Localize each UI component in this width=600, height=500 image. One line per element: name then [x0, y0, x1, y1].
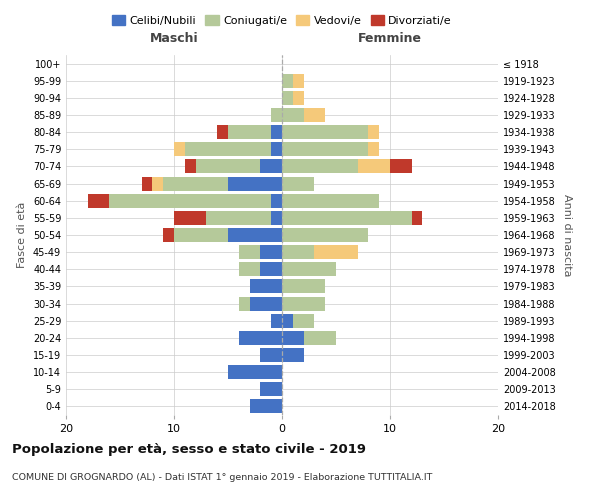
Bar — [239, 331, 282, 345]
Bar — [390, 160, 412, 173]
Bar — [271, 125, 282, 139]
Bar — [282, 314, 293, 328]
Bar — [271, 142, 282, 156]
Bar — [228, 228, 282, 242]
Bar — [260, 382, 282, 396]
Bar — [196, 160, 260, 173]
Bar — [282, 91, 293, 105]
Y-axis label: Fasce di età: Fasce di età — [17, 202, 27, 268]
Bar — [282, 280, 325, 293]
Bar — [282, 331, 304, 345]
Bar — [293, 91, 304, 105]
Bar — [174, 228, 228, 242]
Bar — [185, 142, 271, 156]
Bar — [228, 125, 271, 139]
Bar — [282, 142, 368, 156]
Bar — [282, 108, 304, 122]
Bar — [282, 348, 304, 362]
Text: Popolazione per età, sesso e stato civile - 2019: Popolazione per età, sesso e stato civil… — [12, 442, 366, 456]
Bar — [282, 228, 368, 242]
Bar — [250, 296, 282, 310]
Bar — [282, 245, 314, 259]
Bar — [174, 142, 185, 156]
Bar — [260, 160, 282, 173]
Bar — [260, 348, 282, 362]
Bar — [282, 74, 293, 88]
Bar — [368, 125, 379, 139]
Bar — [304, 108, 325, 122]
Bar — [142, 176, 152, 190]
Text: COMUNE DI GROGNARDO (AL) - Dati ISTAT 1° gennaio 2019 - Elaborazione TUTTITALIA.: COMUNE DI GROGNARDO (AL) - Dati ISTAT 1°… — [12, 472, 433, 482]
Bar — [368, 142, 379, 156]
Bar — [412, 211, 422, 225]
Text: Maschi: Maschi — [149, 32, 199, 44]
Bar — [239, 262, 260, 276]
Bar — [152, 176, 163, 190]
Bar — [271, 314, 282, 328]
Bar — [163, 228, 174, 242]
Bar — [271, 194, 282, 207]
Bar — [239, 296, 250, 310]
Bar — [358, 160, 390, 173]
Bar — [282, 194, 379, 207]
Bar — [250, 280, 282, 293]
Legend: Celibi/Nubili, Coniugati/e, Vedovi/e, Divorziati/e: Celibi/Nubili, Coniugati/e, Vedovi/e, Di… — [107, 10, 457, 30]
Bar — [109, 194, 271, 207]
Bar — [282, 211, 412, 225]
Bar — [260, 245, 282, 259]
Y-axis label: Anni di nascita: Anni di nascita — [562, 194, 572, 276]
Bar — [217, 125, 228, 139]
Bar — [271, 211, 282, 225]
Bar — [282, 176, 314, 190]
Bar — [293, 314, 314, 328]
Bar — [174, 211, 206, 225]
Bar — [239, 245, 260, 259]
Bar — [163, 176, 228, 190]
Bar — [293, 74, 304, 88]
Bar — [228, 176, 282, 190]
Bar — [260, 262, 282, 276]
Bar — [282, 160, 358, 173]
Bar — [282, 125, 368, 139]
Bar — [282, 296, 325, 310]
Bar — [314, 245, 358, 259]
Bar — [282, 262, 336, 276]
Bar — [206, 211, 271, 225]
Bar — [185, 160, 196, 173]
Bar — [250, 400, 282, 413]
Bar — [88, 194, 109, 207]
Bar — [228, 365, 282, 379]
Text: Femmine: Femmine — [358, 32, 422, 44]
Bar — [271, 108, 282, 122]
Bar — [304, 331, 336, 345]
